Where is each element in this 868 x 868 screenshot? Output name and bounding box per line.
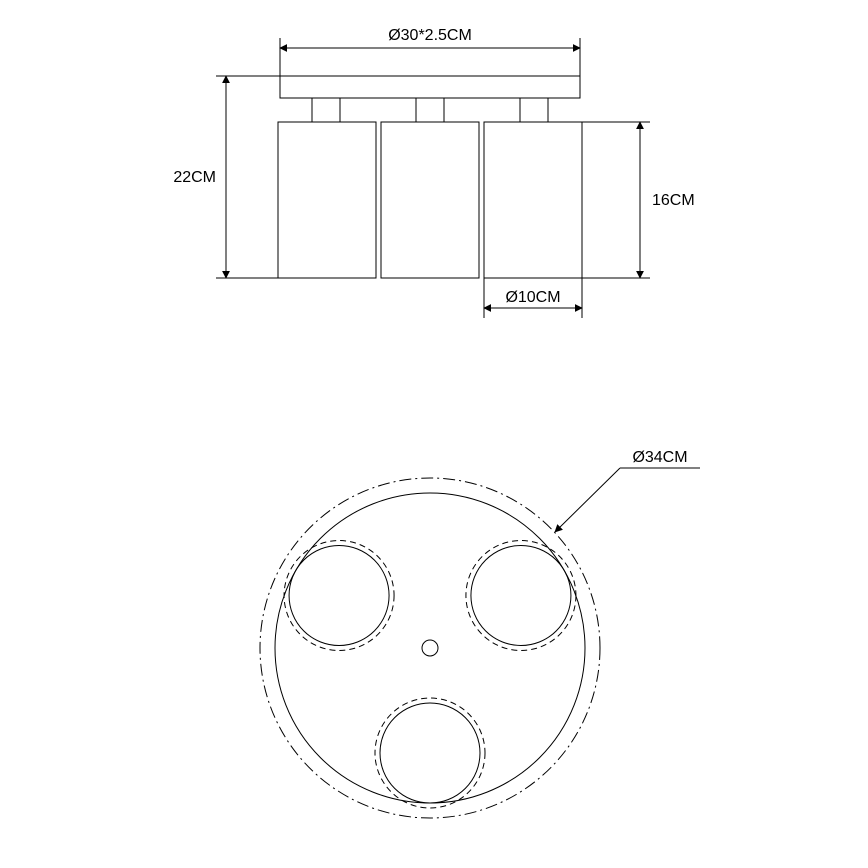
dim-shade-height-label: 16CM bbox=[652, 192, 695, 209]
shade-3 bbox=[484, 122, 582, 278]
dim-total-height-label: 22CM bbox=[173, 169, 216, 186]
shade-circle-2 bbox=[289, 546, 389, 646]
mounting-plate bbox=[280, 76, 580, 98]
connector-3 bbox=[520, 98, 548, 122]
overall-envelope-circle bbox=[260, 478, 600, 818]
shade-2 bbox=[381, 122, 479, 278]
center-hole bbox=[422, 640, 438, 656]
shade-circle-hidden-1 bbox=[375, 698, 485, 808]
dim-plate-width-label: Ø30*2.5CM bbox=[388, 27, 472, 44]
top-plan-view: Ø34CM bbox=[260, 449, 700, 818]
shade-circle-hidden-3 bbox=[466, 541, 576, 651]
shade-circle-1 bbox=[380, 703, 480, 803]
side-elevation-view: Ø30*2.5CM 22CM 16CM Ø10CM bbox=[173, 27, 694, 318]
dim-envelope-leader bbox=[555, 468, 620, 532]
connector-1 bbox=[312, 98, 340, 122]
shade-circle-3 bbox=[471, 546, 571, 646]
dim-envelope-label: Ø34CM bbox=[632, 449, 687, 466]
technical-drawing: Ø30*2.5CM 22CM 16CM Ø10CM Ø34CM bbox=[0, 0, 868, 868]
dim-shade-diameter-label: Ø10CM bbox=[505, 289, 560, 306]
shade-circle-hidden-2 bbox=[284, 541, 394, 651]
connector-2 bbox=[416, 98, 444, 122]
shade-1 bbox=[278, 122, 376, 278]
